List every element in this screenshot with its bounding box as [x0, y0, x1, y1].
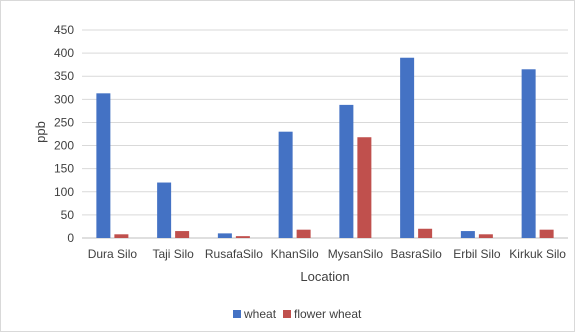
y-axis-title: ppb: [33, 121, 48, 143]
bar-flower-wheat: [114, 234, 129, 238]
y-tick-label: 250: [54, 115, 74, 129]
y-tick-label: 350: [54, 69, 74, 83]
y-axis-ticks: 0 50 100 150 200 250 300 350 400 450: [54, 23, 74, 245]
y-tick-label: 300: [54, 92, 74, 106]
bar-wheat: [521, 69, 536, 239]
bar-flower-wheat: [418, 228, 433, 238]
y-tick-label: 450: [54, 23, 74, 37]
legend-label: wheat: [243, 307, 277, 321]
bar-wheat: [400, 57, 415, 238]
legend: wheat flower wheat: [233, 307, 362, 321]
x-tick-label: RusafaSilo: [205, 247, 263, 261]
x-tick-label: MysanSilo: [328, 247, 384, 261]
y-tick-label: 0: [67, 231, 74, 245]
x-tick-label: Erbil Silo: [453, 247, 501, 261]
legend-swatch: [283, 310, 291, 318]
x-axis-ticks: Dura Silo Taji Silo RusafaSilo KhanSilo Mysa…: [88, 247, 567, 261]
x-tick-label: Kirkuk Silo: [509, 247, 566, 261]
bar-wheat: [96, 93, 111, 238]
bar-flower-wheat: [478, 234, 493, 238]
x-axis-title: Location: [300, 269, 349, 284]
bar-flower-wheat: [296, 229, 311, 238]
x-tick-label: KhanSilo: [271, 247, 319, 261]
y-tick-label: 400: [54, 46, 74, 60]
bar-wheat: [278, 131, 293, 238]
bars: [96, 57, 554, 239]
bar-wheat: [339, 104, 354, 238]
legend-swatch: [233, 310, 241, 318]
bar-flower-wheat: [175, 231, 190, 238]
x-tick-label: Taji Silo: [152, 247, 194, 261]
bar-flower-wheat: [357, 137, 372, 238]
bar-wheat: [217, 233, 232, 238]
y-tick-label: 100: [54, 185, 74, 199]
y-tick-label: 150: [54, 162, 74, 176]
bar-flower-wheat: [235, 236, 250, 238]
y-tick-label: 50: [61, 208, 75, 222]
legend-label: flower wheat: [294, 307, 362, 321]
x-tick-label: BasraSilo: [390, 247, 442, 261]
bar-wheat: [157, 182, 172, 238]
x-tick-label: Dura Silo: [88, 247, 138, 261]
bar-flower-wheat: [539, 229, 554, 238]
gridlines: [82, 29, 568, 239]
y-tick-label: 200: [54, 139, 74, 153]
bar-wheat: [460, 231, 475, 238]
